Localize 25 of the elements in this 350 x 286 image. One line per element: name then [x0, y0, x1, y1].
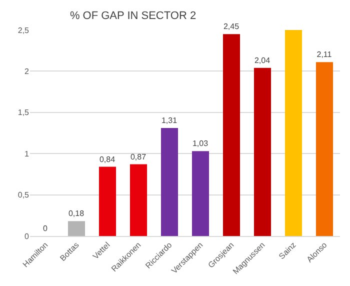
- y-tick-label: 1,5: [18, 108, 30, 118]
- data-label: 2,04: [254, 56, 271, 65]
- bar: [130, 164, 148, 236]
- bar: [316, 62, 334, 236]
- bar: [98, 166, 116, 236]
- data-label: 0,87: [130, 152, 147, 162]
- bar: [284, 30, 302, 236]
- bar: [254, 68, 272, 236]
- y-tick-label: 2,5: [18, 26, 30, 35]
- y-tick-label: 1: [24, 149, 30, 158]
- data-label: 0,84: [99, 154, 116, 164]
- data-label: 2,11: [316, 50, 332, 60]
- bar: [68, 221, 86, 236]
- data-label: 0: [43, 224, 48, 233]
- data-label: 1,03: [192, 139, 209, 148]
- y-tick-label: 0: [24, 232, 30, 241]
- y-tick-label: 0,5: [18, 190, 30, 200]
- y-tick-label: 2: [24, 67, 30, 76]
- data-label: 1,31: [161, 116, 178, 126]
- bar: [222, 34, 240, 236]
- data-label: 0,18: [68, 209, 85, 218]
- bar: [160, 128, 178, 236]
- bar: [192, 151, 210, 236]
- chart-title: % OF GAP IN SECTOR 2: [70, 10, 196, 22]
- data-label: 2,45: [223, 22, 240, 32]
